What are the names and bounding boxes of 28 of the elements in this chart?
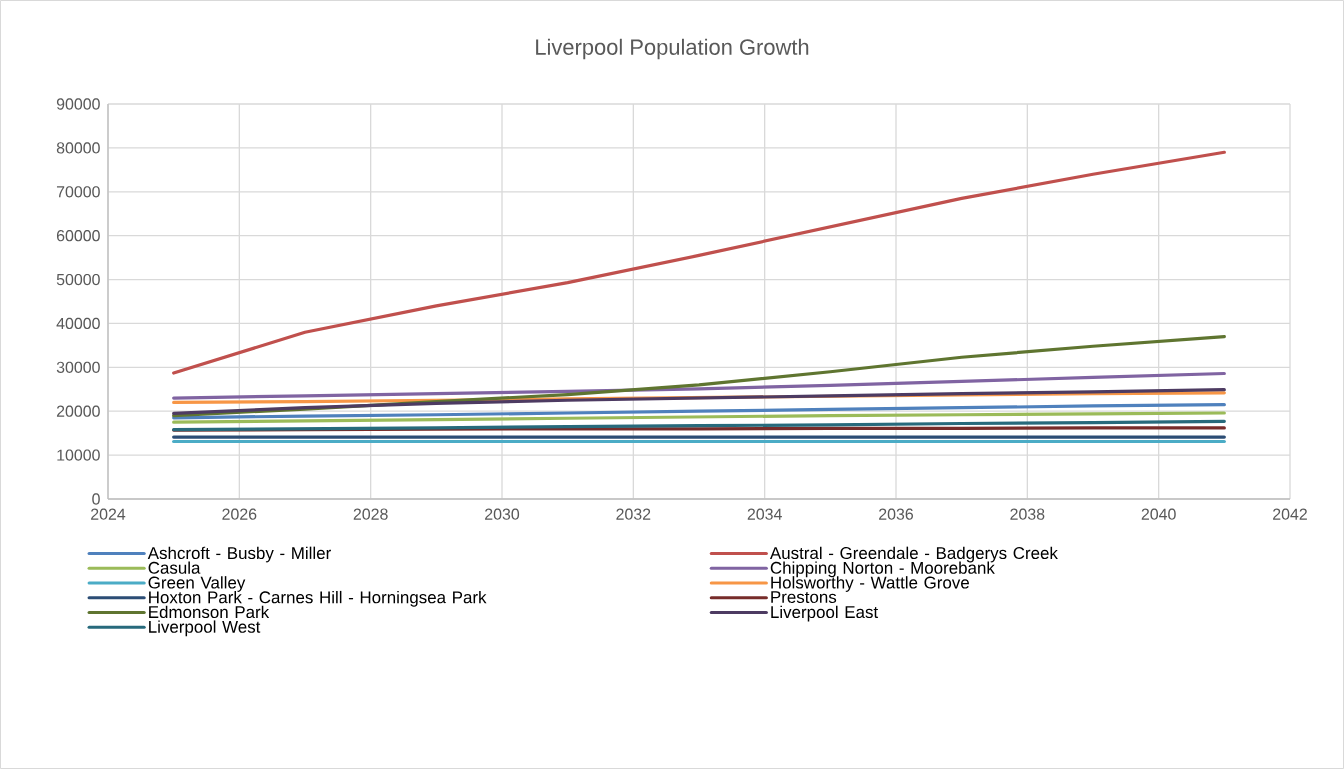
y-tick-label: 20000 — [56, 405, 100, 417]
y-tick-label: 40000 — [56, 317, 100, 330]
legend-label: Prestons — [771, 591, 837, 604]
x-tick-label: 2032 — [616, 508, 651, 520]
legend-label: Casula — [148, 561, 201, 574]
y-tick-label: 70000 — [56, 186, 100, 198]
legend-label: Liverpool East — [771, 605, 879, 622]
y-tick-label: 80000 — [56, 142, 100, 154]
chart-title: Liverpool Population Growth — [536, 38, 809, 60]
y-tick-label: 0 — [92, 493, 100, 505]
x-tick-label: 2024 — [91, 508, 126, 520]
x-tick-label: 2026 — [222, 508, 257, 520]
legend-label: Edmonson Park — [149, 605, 270, 619]
x-tick-label: 2040 — [1141, 508, 1176, 520]
legend-label: Holsworthy - Wattle Grove — [771, 576, 969, 592]
y-tick-label: 60000 — [56, 230, 100, 242]
x-tick-label: 2030 — [485, 508, 520, 520]
x-tick-label: 2038 — [1010, 508, 1045, 520]
legend-label: Liverpool West — [149, 620, 261, 637]
y-tick-label: 90000 — [56, 98, 100, 110]
x-tick-label: 2028 — [353, 508, 388, 520]
x-tick-label: 2042 — [1273, 508, 1307, 520]
y-tick-label: 50000 — [56, 273, 100, 286]
x-tick-label: 2036 — [879, 508, 914, 520]
y-tick-label: 30000 — [56, 361, 100, 373]
y-tick-label: 10000 — [57, 449, 100, 461]
x-tick-label: 2034 — [747, 508, 782, 520]
legend-label: Green Valley — [148, 576, 246, 592]
